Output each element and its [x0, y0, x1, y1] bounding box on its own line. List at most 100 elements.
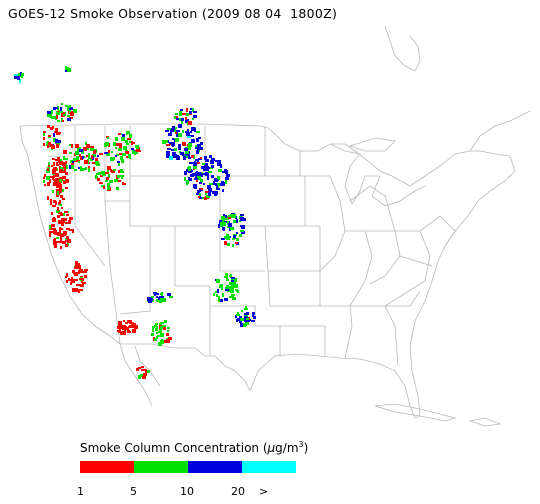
smoke-pixel: [118, 323, 120, 325]
smoke-pixel: [47, 168, 49, 171]
smoke-pixel: [193, 166, 197, 169]
smoke-pixel: [93, 150, 96, 154]
smoke-pixel: [21, 73, 24, 76]
smoke-pixel: [235, 315, 237, 318]
smoke-pixel: [168, 337, 172, 340]
smoke-pixel: [252, 312, 255, 315]
smoke-pixel: [151, 333, 154, 336]
smoke-pixel: [109, 180, 113, 183]
smoke-pixel: [167, 293, 171, 296]
smoke-pixel: [133, 326, 136, 328]
legend-title: Smoke Column Concentration (μg/m3): [80, 440, 308, 455]
smoke-pixel: [78, 167, 80, 169]
smoke-pixel: [57, 120, 60, 122]
smoke-pixel: [47, 196, 49, 200]
smoke-pixel: [178, 124, 182, 128]
smoke-pixel: [210, 160, 214, 164]
smoke-pixel: [125, 151, 129, 154]
smoke-pixel: [63, 181, 66, 184]
cuba-outline: [374, 403, 457, 422]
smoke-pixel: [67, 68, 71, 72]
smoke-pixel: [138, 367, 141, 369]
legend-unit-superscript: 3: [298, 440, 304, 449]
smoke-pixel: [44, 184, 46, 186]
smoke-pixel: [154, 338, 157, 341]
smoke-pixel: [123, 146, 127, 150]
smoke-pixel: [53, 179, 56, 181]
smoke-pixel: [53, 230, 57, 234]
smoke-pixel: [98, 172, 101, 175]
smoke-pixel: [224, 241, 227, 245]
smoke-pixel: [228, 238, 230, 240]
smoke-pixel: [182, 130, 184, 133]
smoke-pixel: [180, 109, 183, 111]
smoke-pixel: [179, 118, 181, 121]
smoke-pixel: [189, 111, 192, 114]
smoke-pixel: [51, 212, 53, 215]
smoke-pixel: [61, 118, 63, 120]
smoke-pixel: [128, 320, 132, 323]
smoke-pixel: [73, 158, 76, 161]
smoke-pixel: [217, 162, 220, 166]
smoke-pixel: [186, 170, 188, 172]
smoke-map: [14, 26, 531, 427]
smoke-pixel: [187, 146, 191, 150]
smoke-pixel: [64, 158, 68, 160]
smoke-pixel: [14, 74, 18, 76]
smoke-pixel: [57, 191, 59, 195]
smoke-pixel: [186, 154, 190, 157]
smoke-pixel: [55, 128, 58, 132]
smoke-pixel: [178, 146, 181, 150]
legend-unit-mu: μ: [267, 441, 276, 455]
smoke-pixel: [47, 125, 50, 128]
smoke-pixel: [195, 174, 198, 178]
smoke-pixel: [120, 326, 124, 329]
smoke-pixel: [66, 280, 68, 283]
smoke-pixel: [126, 131, 130, 134]
smoke-pixel: [65, 187, 68, 189]
smoke-pixel: [128, 326, 131, 328]
smoke-pixel: [208, 171, 212, 173]
smoke-pixel: [50, 127, 53, 130]
smoke-pixel: [230, 214, 233, 218]
smoke-pixel: [159, 329, 161, 332]
smoke-pixel: [63, 231, 67, 235]
smoke-pixel: [232, 291, 234, 293]
legend-unit: g/m: [275, 441, 299, 455]
state-boundaries: [19, 26, 531, 427]
smoke-pixel: [103, 186, 105, 189]
smoke-pixel: [215, 194, 217, 196]
smoke-pixel: [52, 169, 56, 173]
smoke-pixel: [186, 180, 189, 184]
smoke-pixel: [88, 153, 90, 156]
smoke-pixel: [68, 278, 70, 280]
smoke-pixel: [244, 316, 247, 320]
smoke-pixel: [124, 327, 128, 330]
smoke-pixel: [209, 155, 212, 158]
smoke-pixel: [43, 131, 46, 133]
smoke-pixel: [156, 328, 158, 331]
legend-tick: 20: [231, 485, 245, 498]
smoke-pixel: [66, 273, 68, 277]
smoke-pixel: [232, 244, 234, 247]
smoke-pixel: [122, 153, 126, 156]
smoke-pixel: [200, 142, 203, 145]
baja-coast: [119, 343, 153, 407]
smoke-pixel: [236, 219, 238, 223]
smoke-pixel: [127, 330, 130, 333]
smoke-pixel: [52, 218, 56, 222]
smoke-pixel: [233, 220, 236, 223]
smoke-pixel: [175, 132, 177, 134]
smoke-pixel: [56, 115, 58, 119]
smoke-pixel: [231, 284, 234, 288]
smoke-pixel: [76, 263, 80, 267]
smoke-pixel: [62, 120, 64, 122]
smoke-pixel: [221, 216, 225, 220]
smoke-pixel: [179, 112, 182, 116]
smoke-pixel: [253, 316, 256, 319]
smoke-pixel: [134, 151, 136, 155]
smoke-pixel: [122, 134, 125, 137]
smoke-pixel: [59, 179, 62, 183]
smoke-pixel: [162, 140, 166, 144]
smoke-pixel: [64, 211, 68, 213]
